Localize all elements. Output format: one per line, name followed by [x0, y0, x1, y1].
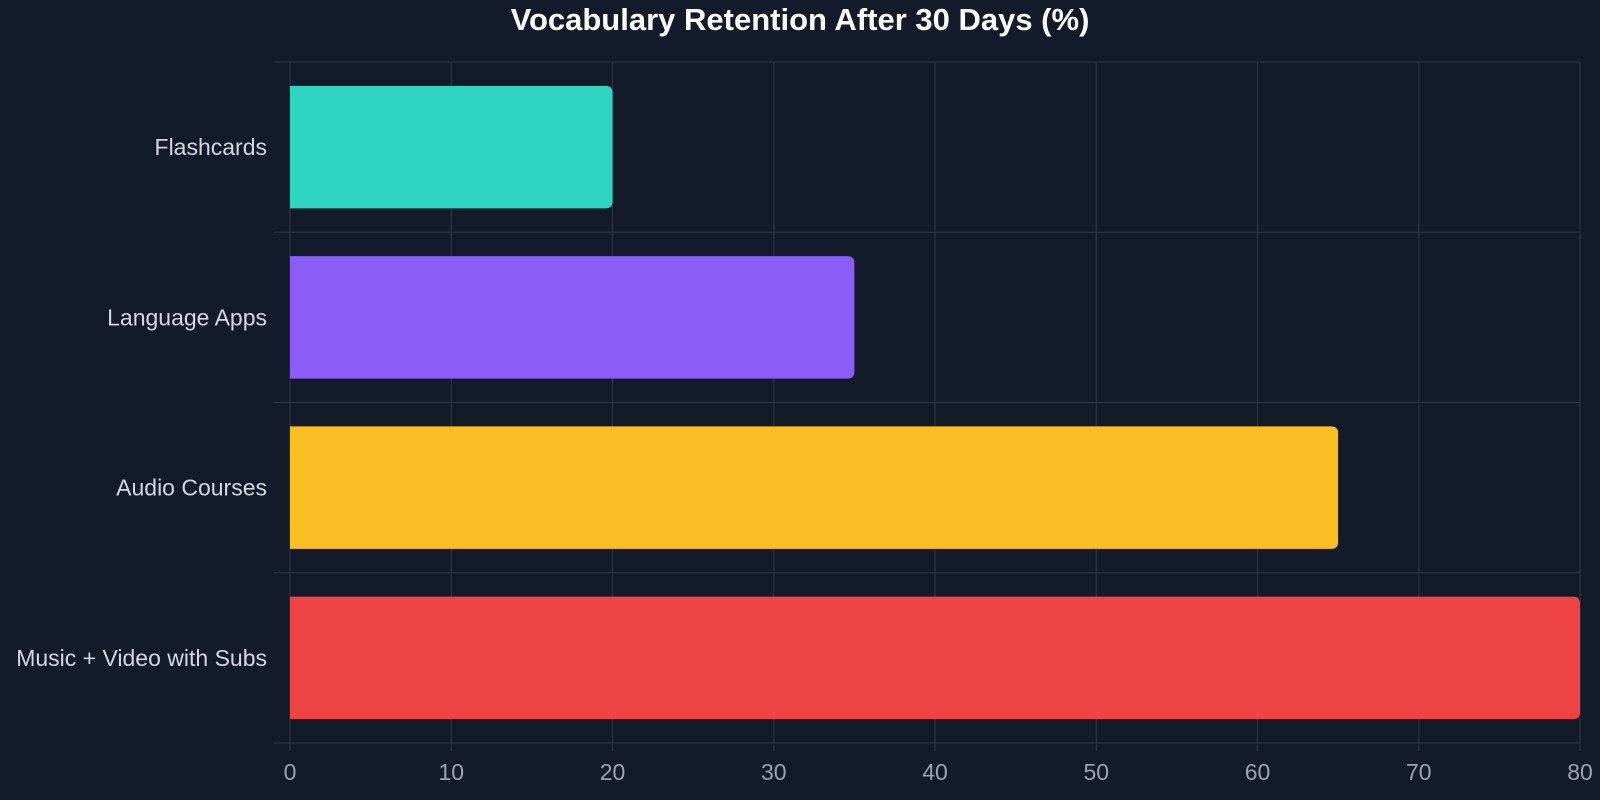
x-tick-label: 10: [438, 759, 464, 785]
chart-title: Vocabulary Retention After 30 Days (%): [510, 2, 1090, 37]
bar-music-video-with-subs: [290, 596, 1580, 720]
x-tick-label: 70: [1406, 759, 1432, 785]
category-label: Music + Video with Subs: [16, 645, 267, 671]
bar-language-apps: [290, 256, 855, 379]
x-tick-labels: 0 10 20 30 40 50 60 70 80: [284, 759, 1593, 785]
category-labels: Flashcards Language Apps Audio Courses Musi…: [16, 134, 267, 671]
category-label: Flashcards: [155, 134, 267, 160]
bars: [290, 85, 1580, 720]
category-label: Audio Courses: [116, 475, 267, 501]
x-tick-label: 40: [922, 759, 948, 785]
bar-flashcards: [290, 85, 613, 209]
x-tick-label: 80: [1567, 759, 1593, 785]
x-tick-label: 30: [761, 759, 787, 785]
x-tick-label: 20: [600, 759, 626, 785]
category-label: Language Apps: [107, 304, 267, 330]
bar-audio-courses: [290, 426, 1339, 549]
x-tick-label: 60: [1245, 759, 1271, 785]
x-tick-label: 50: [1083, 759, 1109, 785]
x-tick-label: 0: [284, 759, 297, 785]
